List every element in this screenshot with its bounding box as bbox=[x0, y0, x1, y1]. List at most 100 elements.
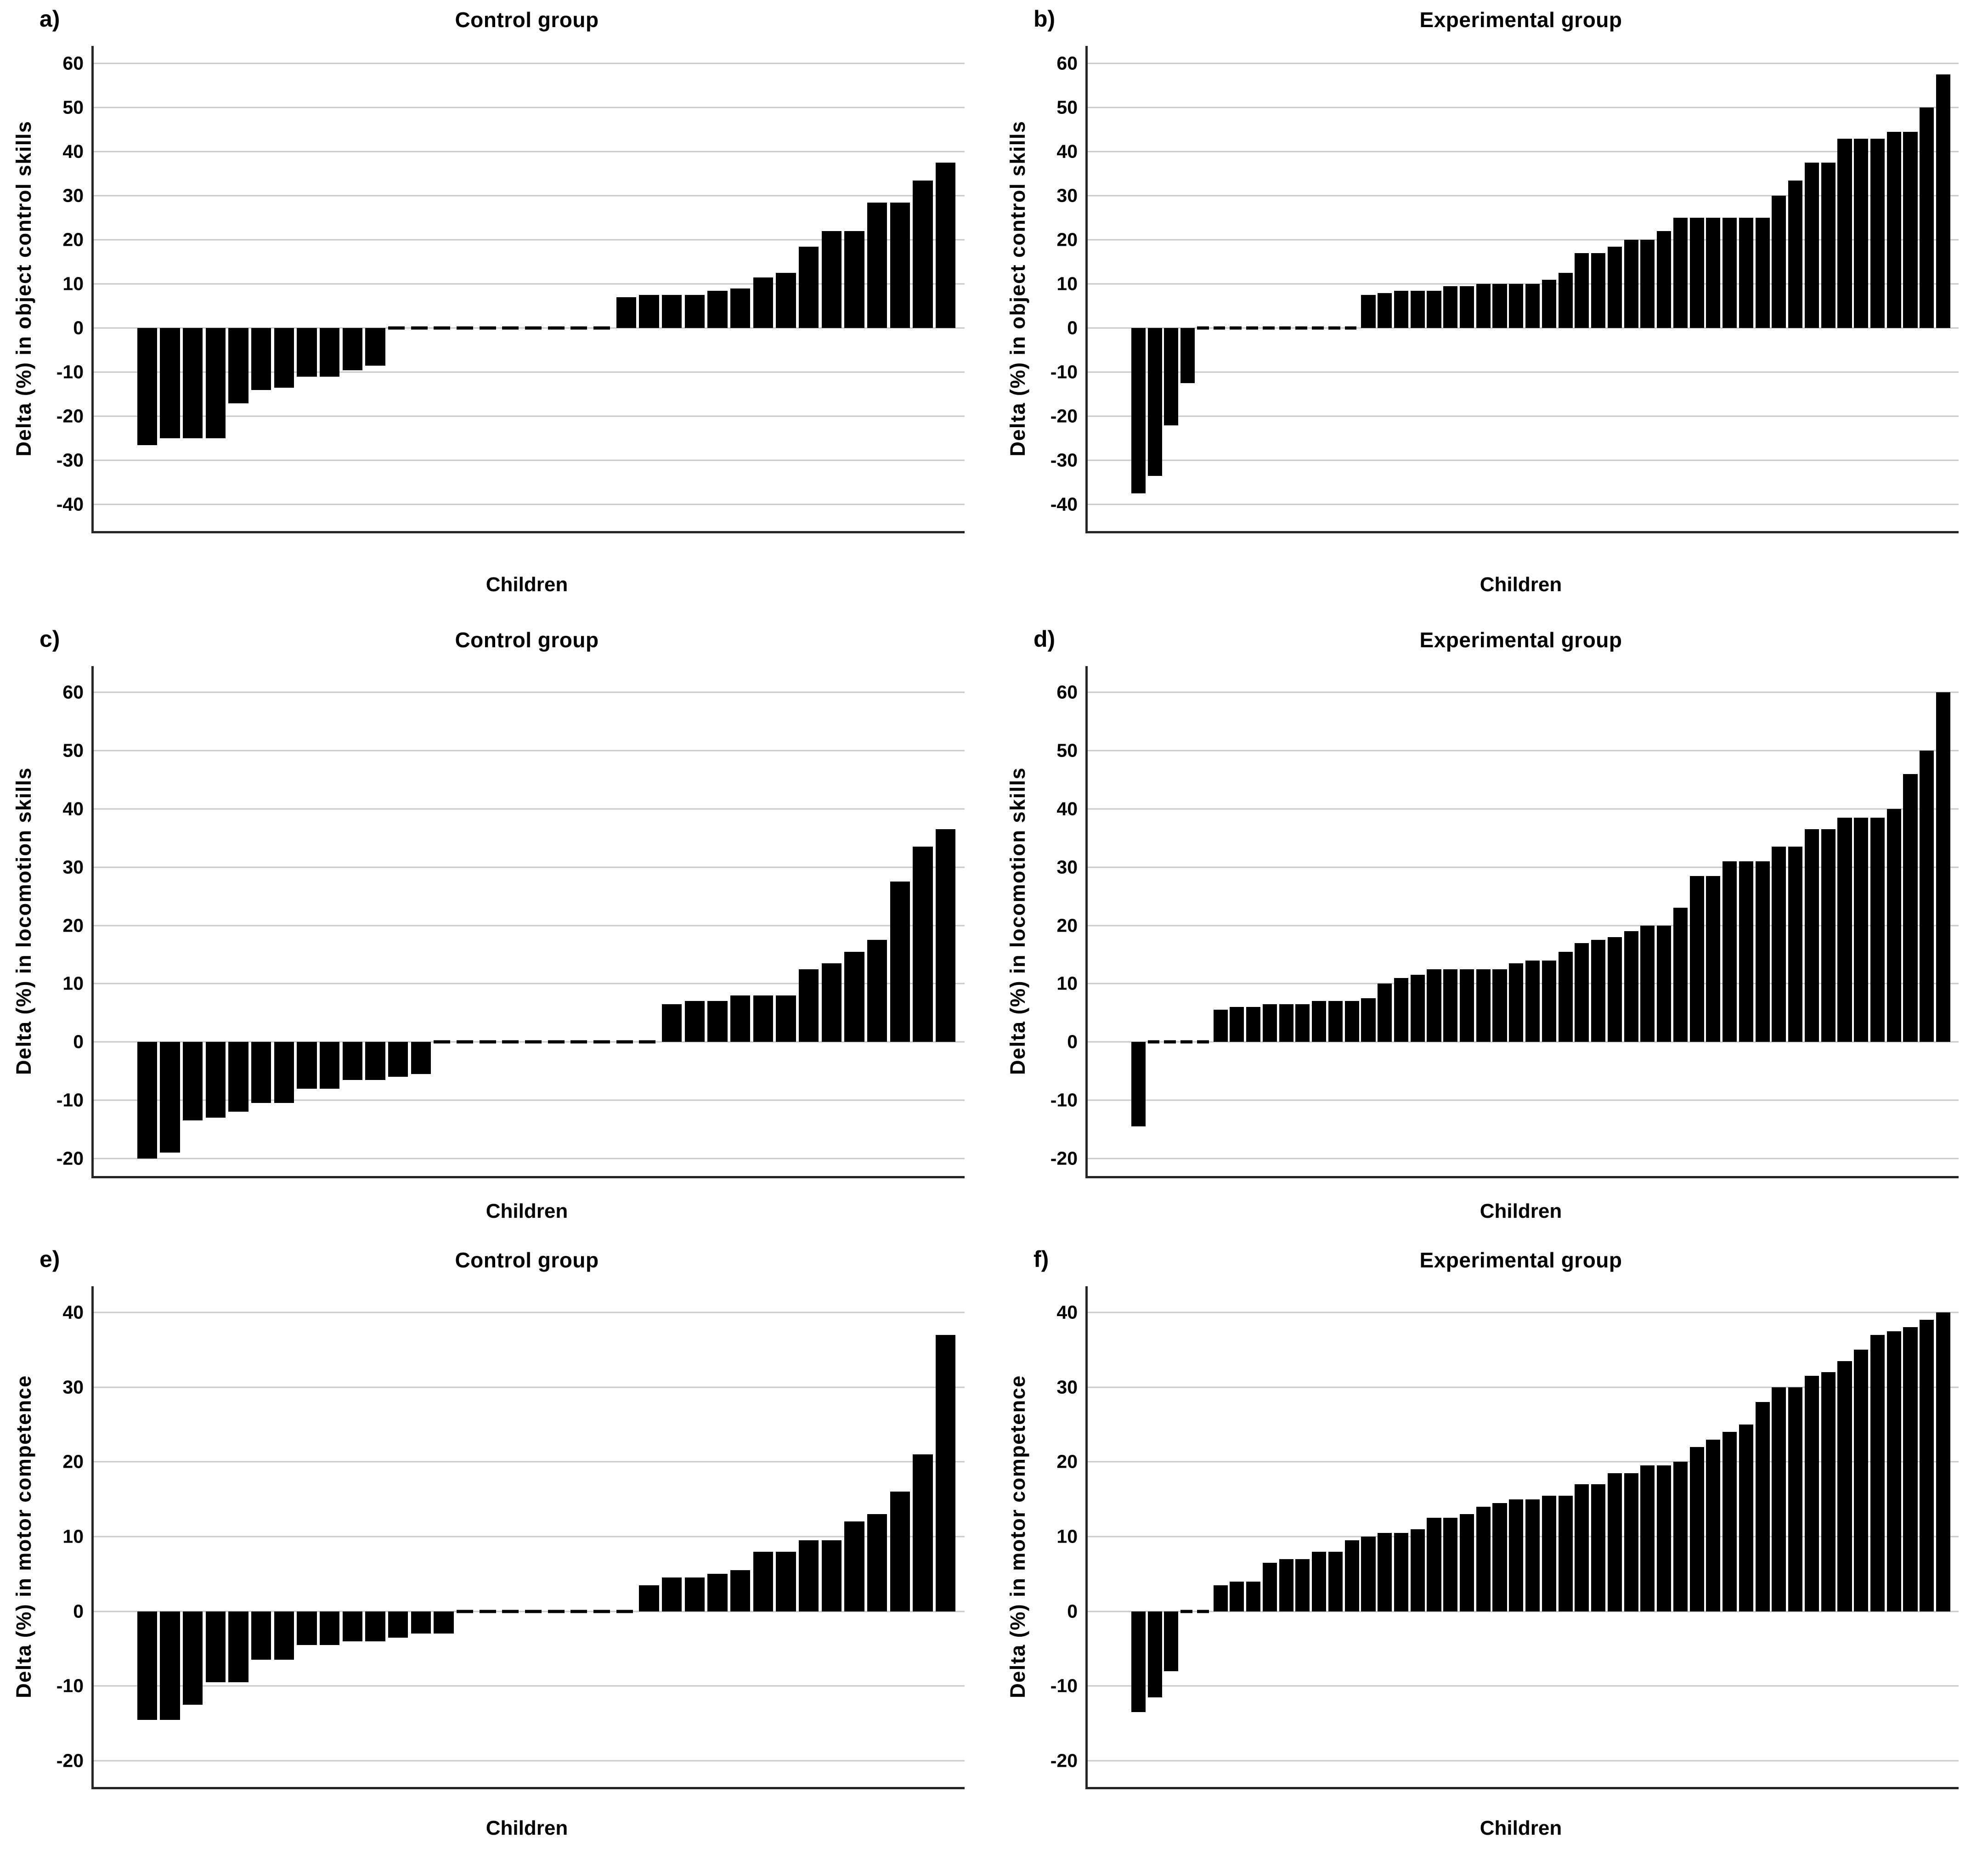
gridline bbox=[94, 808, 965, 810]
plot-area: 40 30 20 10 0 -10 -20 bbox=[56, 1286, 965, 1789]
bar bbox=[1706, 876, 1721, 1042]
panel-letter: d) bbox=[1034, 626, 1056, 652]
bar bbox=[662, 1577, 682, 1611]
y-tick-label: 40 bbox=[1056, 1301, 1078, 1323]
bar bbox=[365, 1611, 385, 1641]
bar bbox=[799, 246, 819, 328]
bar bbox=[639, 295, 659, 328]
gridline bbox=[94, 1461, 965, 1463]
gridline bbox=[1088, 1158, 1959, 1159]
bar bbox=[1689, 218, 1704, 328]
y-tick-label: 0 bbox=[1067, 1600, 1078, 1622]
bar bbox=[1410, 1529, 1425, 1611]
bar bbox=[205, 328, 226, 439]
y-tick-label: -10 bbox=[1050, 361, 1078, 383]
zero-bar-dash bbox=[1328, 326, 1340, 330]
y-tick-label: 20 bbox=[1056, 1451, 1078, 1472]
bar bbox=[1591, 253, 1606, 328]
bar bbox=[1378, 293, 1392, 328]
y-tick-label: 10 bbox=[62, 1526, 84, 1547]
bar bbox=[1476, 969, 1491, 1042]
bar bbox=[137, 328, 157, 445]
bar bbox=[1230, 1007, 1244, 1042]
y-tick-label: -10 bbox=[56, 1675, 84, 1696]
bar bbox=[1378, 984, 1392, 1042]
y-tick-label: 30 bbox=[1056, 1376, 1078, 1398]
bar bbox=[342, 1042, 362, 1080]
gridline bbox=[1088, 415, 1959, 417]
y-tick-label: 60 bbox=[62, 681, 84, 703]
bar bbox=[1542, 960, 1556, 1042]
bar bbox=[867, 1514, 887, 1611]
bar bbox=[662, 1004, 682, 1042]
bar bbox=[1755, 861, 1770, 1042]
panel-b: b) Experimental group Delta (%) in objec… bbox=[994, 0, 1988, 620]
bar bbox=[1903, 132, 1918, 328]
bar bbox=[707, 290, 728, 328]
bar bbox=[1739, 1424, 1753, 1611]
bar bbox=[1180, 328, 1195, 384]
x-axis-label: Children bbox=[1480, 573, 1562, 596]
gridline bbox=[94, 415, 965, 417]
gridline bbox=[94, 239, 965, 241]
y-axis-label: Delta (%) in locomotion skills bbox=[12, 767, 35, 1075]
bar bbox=[1739, 218, 1753, 328]
gridline bbox=[1088, 327, 1959, 329]
gridline bbox=[1088, 1099, 1959, 1101]
bar bbox=[1427, 1518, 1441, 1611]
bar bbox=[1788, 847, 1803, 1042]
y-tick-label: 10 bbox=[62, 972, 84, 994]
bar bbox=[1673, 1462, 1688, 1611]
bar bbox=[1723, 218, 1737, 328]
panel-c: c) Control group Delta (%) in locomotion… bbox=[0, 620, 994, 1240]
zero-bar-dash bbox=[1262, 326, 1275, 330]
bar bbox=[1394, 290, 1409, 328]
bar bbox=[1427, 290, 1441, 328]
zero-bar-dash bbox=[1279, 326, 1291, 330]
panel-a: a) Control group Delta (%) in object con… bbox=[0, 0, 994, 620]
gridline bbox=[1088, 151, 1959, 153]
bar bbox=[1262, 1562, 1277, 1611]
gridline bbox=[94, 151, 965, 153]
zero-bar-dash bbox=[525, 326, 542, 330]
zero-bar-dash bbox=[1164, 1040, 1176, 1044]
zero-bar-dash bbox=[639, 1040, 656, 1044]
bar bbox=[1525, 284, 1540, 328]
bar bbox=[1575, 1484, 1589, 1611]
bar bbox=[776, 1551, 796, 1611]
gridline bbox=[1088, 750, 1959, 752]
gridline bbox=[94, 107, 965, 108]
gridline bbox=[94, 1312, 965, 1313]
y-tick-label: 20 bbox=[1056, 915, 1078, 936]
bar bbox=[1476, 284, 1491, 328]
bar bbox=[205, 1042, 226, 1118]
y-tick-label: 0 bbox=[1067, 317, 1078, 339]
bar bbox=[1312, 1001, 1327, 1042]
bar bbox=[1821, 163, 1836, 328]
y-tick-label: 50 bbox=[1056, 740, 1078, 761]
y-tick-label: 30 bbox=[1056, 185, 1078, 206]
bar bbox=[1492, 969, 1507, 1042]
y-axis-label: Delta (%) in motor competence bbox=[12, 1375, 35, 1698]
bar bbox=[1328, 1001, 1343, 1042]
bar bbox=[434, 1611, 454, 1634]
bar bbox=[707, 1001, 728, 1042]
bar bbox=[228, 1611, 248, 1683]
bar bbox=[342, 1611, 362, 1641]
bar bbox=[183, 328, 203, 439]
y-tick-label: 50 bbox=[1056, 96, 1078, 118]
panel-letter: b) bbox=[1034, 6, 1056, 32]
chart-title: Experimental group bbox=[1419, 1248, 1622, 1272]
gridline bbox=[94, 459, 965, 461]
bar bbox=[1837, 817, 1852, 1042]
bar bbox=[730, 1570, 751, 1611]
bar bbox=[1624, 1473, 1638, 1611]
y-tick-label: 30 bbox=[62, 856, 84, 878]
chart-title: Control group bbox=[455, 8, 599, 32]
bar bbox=[684, 1577, 705, 1611]
bar bbox=[1689, 876, 1704, 1042]
gridline bbox=[1088, 866, 1959, 868]
bar bbox=[1262, 1004, 1277, 1042]
zero-bar-dash bbox=[616, 1610, 633, 1613]
y-tick-label: 0 bbox=[73, 1031, 84, 1052]
